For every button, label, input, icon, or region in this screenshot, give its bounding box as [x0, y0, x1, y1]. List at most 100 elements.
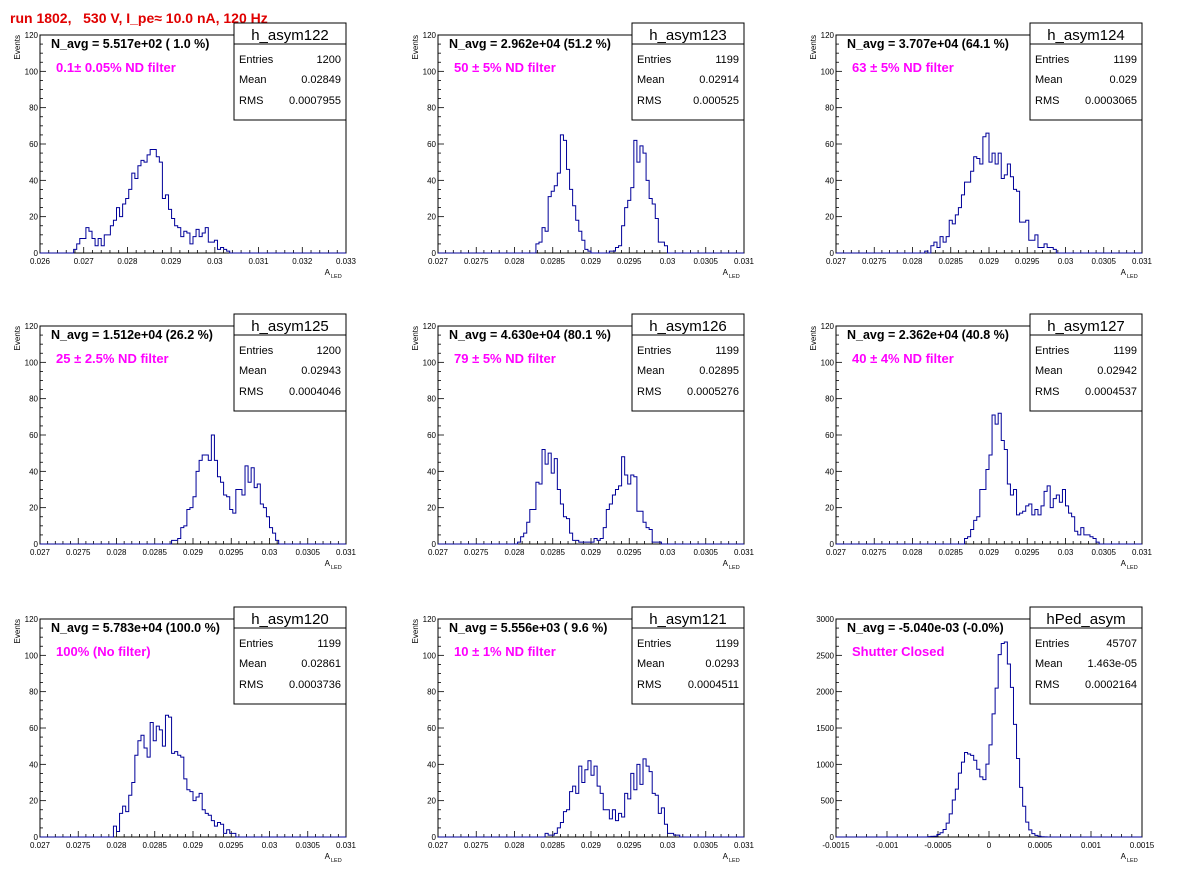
stat-value-rms: 0.0004537: [1085, 386, 1137, 398]
y-tick-label: 100: [423, 67, 437, 76]
stat-label-rms: RMS: [1035, 95, 1059, 107]
x-tick-label: 0.029: [161, 257, 182, 266]
stat-value-entries: 1199: [1113, 345, 1137, 357]
histogram-name: h_asym127: [1047, 318, 1125, 335]
x-tick-label: 0.027: [428, 548, 449, 557]
y-tick-label: 1000: [816, 760, 834, 769]
histogram-panel: -0.0015 -0.001 -0.0005 0 0.0005 0.001 0.0015 0 5…: [816, 606, 1155, 864]
y-tick-label: 2000: [816, 688, 834, 697]
y-tick-label: 60: [29, 140, 38, 149]
x-axis-label-sub: LED: [729, 565, 740, 571]
y-axis-label: Events: [411, 326, 420, 350]
x-axis-label: A: [325, 852, 331, 861]
stat-label-mean: Mean: [1035, 658, 1063, 670]
y-axis-label: Events: [411, 619, 420, 643]
x-tick-label: 0.0005: [1028, 841, 1053, 850]
y-tick-label: 0: [830, 540, 835, 549]
x-tick-label: 0.0305: [694, 548, 719, 557]
x-tick-label: 0.0305: [694, 841, 719, 850]
histogram-name: hPed_asym: [1046, 611, 1125, 628]
x-tick-label: 0.027: [428, 257, 449, 266]
y-axis-label: Events: [809, 326, 818, 350]
y-tick-label: 80: [825, 104, 834, 113]
y-tick-label: 0: [34, 540, 39, 549]
filter-annotation: Shutter Closed: [852, 644, 945, 659]
stat-label-mean: Mean: [637, 365, 665, 377]
y-tick-label: 120: [25, 31, 39, 40]
stat-value-rms: 0.0004511: [688, 679, 739, 691]
y-tick-label: 0: [830, 249, 835, 258]
y-tick-label: 100: [25, 67, 39, 76]
stat-value-rms: 0.0004046: [289, 386, 341, 398]
stat-label-entries: Entries: [239, 638, 274, 650]
x-tick-label: 0.028: [117, 257, 138, 266]
filter-annotation: 10 ± 1% ND filter: [454, 644, 556, 659]
y-tick-label: 120: [423, 31, 437, 40]
x-tick-label: 0.0275: [862, 548, 887, 557]
x-tick-label: 0.0305: [1092, 548, 1117, 557]
y-tick-label: 120: [423, 615, 437, 624]
x-tick-label: 0.03: [262, 548, 278, 557]
stat-value-entries: 1199: [715, 638, 739, 650]
y-tick-label: 20: [427, 797, 436, 806]
y-tick-label: 100: [423, 651, 437, 660]
x-tick-label: 0.0275: [66, 548, 91, 557]
x-tick-label: 0.0285: [541, 841, 566, 850]
x-tick-label: 0.03: [1058, 257, 1074, 266]
y-tick-label: 120: [821, 322, 835, 331]
filter-annotation: 100% (No filter): [56, 644, 151, 659]
x-axis-label: A: [1121, 559, 1127, 568]
x-tick-label: 0.0295: [1015, 548, 1040, 557]
stat-label-rms: RMS: [1035, 679, 1059, 691]
x-tick-label: -0.0015: [822, 841, 850, 850]
stat-label-entries: Entries: [637, 345, 672, 357]
x-tick-label: 0.03: [660, 548, 676, 557]
histogram-panel: 0.027 0.0275 0.028 0.0285 0.029 0.0295 0.03 0.0…: [411, 606, 755, 864]
y-tick-label: 80: [29, 104, 38, 113]
x-axis-label: A: [325, 559, 331, 568]
n-avg-label: N_avg = 5.783e+04 (100.0 %): [51, 621, 220, 635]
x-tick-label: 0.028: [504, 841, 525, 850]
x-tick-label: 0.033: [336, 257, 357, 266]
x-tick-label: 0.0295: [219, 841, 244, 850]
histogram-panel: 0.027 0.0275 0.028 0.0285 0.029 0.0295 0.03 0.0…: [13, 606, 357, 864]
stat-label-entries: Entries: [637, 54, 672, 66]
x-tick-label: 0.031: [1132, 548, 1153, 557]
x-tick-label: 0.028: [504, 548, 525, 557]
x-tick-label: -0.001: [876, 841, 899, 850]
y-tick-label: 100: [423, 358, 437, 367]
stats-box: [631, 606, 745, 705]
stat-label-mean: Mean: [239, 74, 267, 86]
y-tick-label: 2500: [816, 651, 834, 660]
y-tick-label: 120: [25, 615, 39, 624]
x-tick-label: 0.027: [30, 841, 51, 850]
y-tick-label: 40: [427, 467, 436, 476]
histogram-series: [438, 449, 744, 545]
x-tick-label: -0.0005: [924, 841, 952, 850]
x-tick-label: 0.0285: [541, 257, 566, 266]
histogram-name: h_asym120: [251, 611, 329, 628]
y-tick-label: 40: [29, 176, 38, 185]
filter-annotation: 63 ± 5% ND filter: [852, 60, 954, 75]
stat-label-rms: RMS: [637, 679, 661, 691]
y-tick-label: 3000: [816, 615, 834, 624]
n-avg-label: N_avg = 5.517e+02 ( 1.0 %): [51, 37, 209, 51]
stat-label-mean: Mean: [1035, 365, 1063, 377]
stats-box: [1029, 606, 1143, 705]
x-tick-label: 0.0295: [219, 548, 244, 557]
x-tick-label: 0.0285: [143, 548, 168, 557]
stat-value-rms: 0.0007955: [289, 95, 341, 107]
stat-value-entries: 1199: [1113, 54, 1137, 66]
stat-value-mean: 0.0293: [705, 658, 739, 670]
histogram-name: h_asym124: [1047, 27, 1125, 44]
stat-value-rms: 0.000525: [693, 95, 739, 107]
y-tick-label: 60: [825, 431, 834, 440]
stat-value-entries: 1200: [317, 54, 341, 66]
stat-label-rms: RMS: [637, 95, 661, 107]
stat-label-mean: Mean: [239, 658, 267, 670]
stats-box: [1029, 22, 1143, 121]
histogram-series: [40, 714, 346, 838]
histogram-name: h_asym125: [251, 318, 329, 335]
y-tick-label: 60: [29, 431, 38, 440]
x-axis-label-sub: LED: [1127, 858, 1138, 864]
